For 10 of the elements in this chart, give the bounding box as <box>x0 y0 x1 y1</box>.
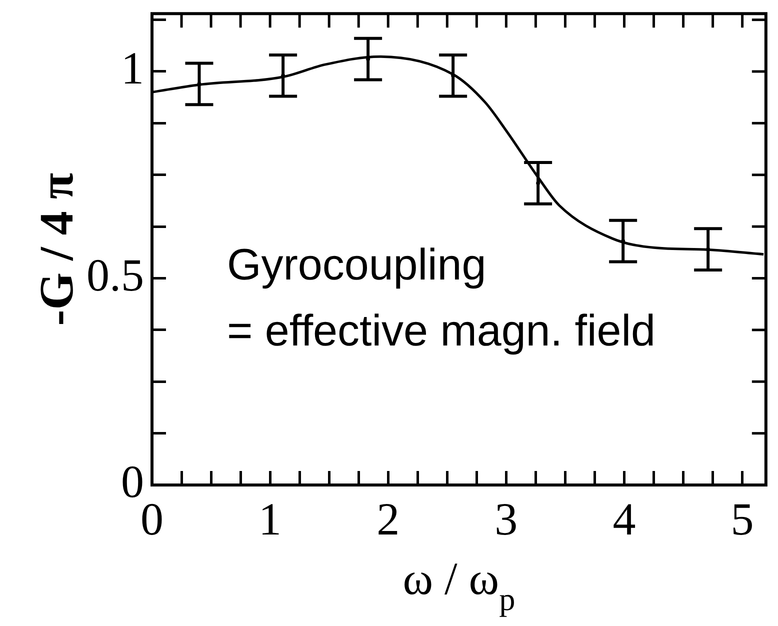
x-tick-label: 1 <box>258 494 282 545</box>
x-tick-label: 2 <box>376 494 400 545</box>
x-tick-label: 5 <box>730 494 754 545</box>
y-tick-label: 1 <box>121 42 144 94</box>
y-tick-label: 0 <box>121 456 144 508</box>
annotation: Gyrocoupling = effective magn. field <box>227 240 656 356</box>
x-tick-label: 3 <box>494 494 518 545</box>
y-axis-title: -G / 4 π <box>30 172 84 326</box>
x-tick-label: 4 <box>612 494 636 545</box>
y-tick-label: 0.5 <box>86 249 144 300</box>
